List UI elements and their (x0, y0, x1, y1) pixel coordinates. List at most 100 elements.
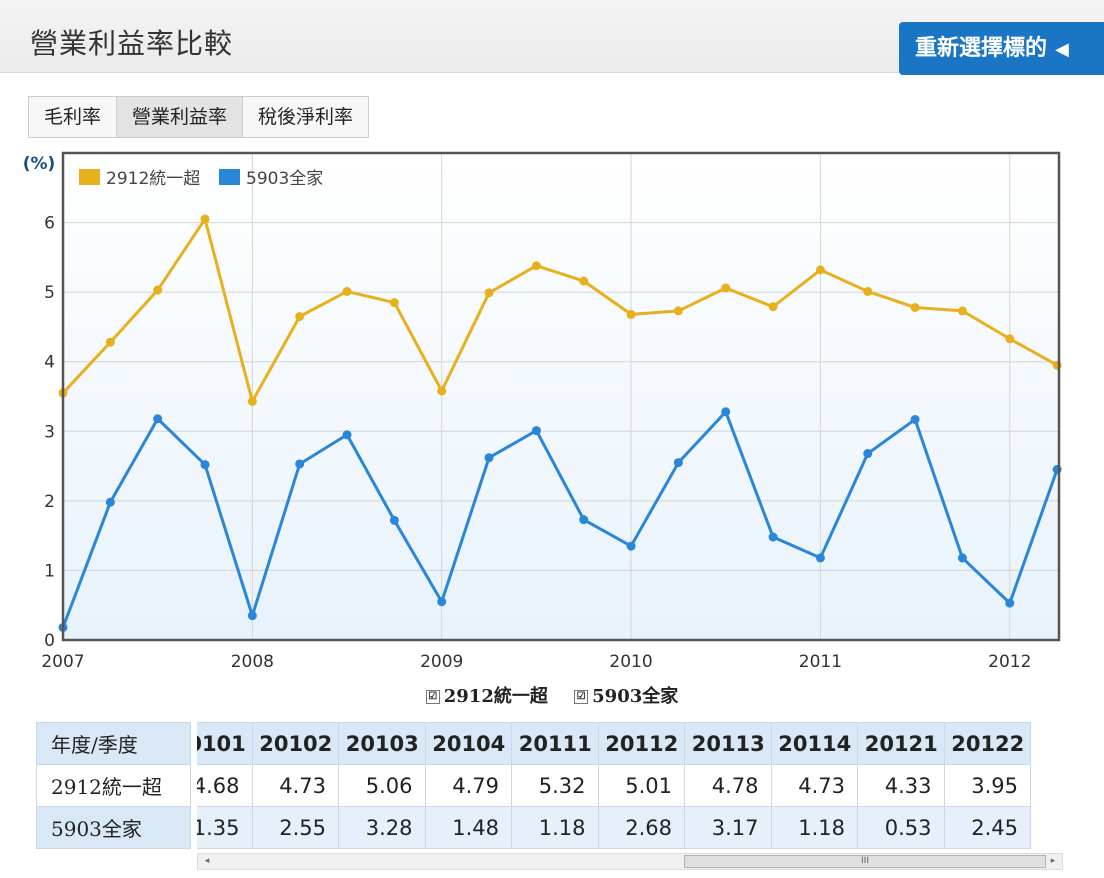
table-cell: 20112 (597, 722, 685, 765)
data-point[interactable] (531, 426, 541, 436)
toggle-series-2912[interactable]: ☑ 2912統一超 (425, 682, 548, 708)
data-point[interactable] (1052, 465, 1062, 475)
scrollbar-thumb[interactable]: III (684, 855, 1046, 868)
data-point[interactable] (721, 407, 731, 417)
data-point[interactable] (579, 276, 589, 286)
data-point[interactable] (863, 286, 873, 296)
data-point[interactable] (626, 309, 636, 319)
data-point[interactable] (200, 460, 210, 470)
table-row: 4.68 4.73 5.06 4.79 5.32 5.01 4.78 4.73 4.33 3.95 (197, 764, 1031, 807)
data-point[interactable] (342, 286, 352, 296)
table-row-headers: 年度/季度 2912統一超 5903全家 (36, 722, 191, 849)
plot-frame (61, 151, 1061, 642)
table-cell: 20103 (338, 722, 426, 765)
toggle-label: 2912統一超 (443, 686, 548, 707)
data-point[interactable] (531, 261, 541, 271)
series-line (61, 410, 1059, 629)
horizontal-scrollbar[interactable]: ◂ III ▸ (197, 853, 1063, 870)
x-tick-label: 2009 (420, 652, 463, 672)
table-cell: 2.55 (251, 806, 339, 849)
data-point[interactable] (200, 214, 210, 224)
reselect-button[interactable]: 重新選擇標的 ◀ (899, 22, 1104, 75)
x-tick-label: 2008 (231, 652, 274, 672)
data-point[interactable] (389, 298, 399, 308)
data-point[interactable] (105, 497, 115, 507)
data-point[interactable] (389, 515, 399, 525)
data-point[interactable] (910, 414, 920, 424)
toggle-label: 5903全家 (592, 686, 679, 707)
toggle-series-5903[interactable]: ☑ 5903全家 (574, 682, 678, 708)
reselect-label: 重新選擇標的 (915, 35, 1048, 61)
checkbox-icon[interactable]: ☑ (425, 690, 440, 704)
x-tick-label: 2007 (41, 652, 84, 672)
x-tick-label: 2011 (799, 652, 842, 672)
table-cell: 3.17 (684, 806, 772, 849)
tab-net-margin[interactable]: 稅後淨利率 (243, 97, 369, 137)
data-point[interactable] (579, 515, 589, 525)
data-point[interactable] (673, 458, 683, 468)
data-point[interactable] (673, 306, 683, 316)
data-point[interactable] (437, 386, 447, 396)
y-tick-label: 5 (44, 283, 55, 303)
data-point[interactable] (342, 430, 352, 440)
data-point[interactable] (105, 337, 115, 347)
table-cell: 1.18 (511, 806, 599, 849)
table-cell: 3.28 (338, 806, 426, 849)
metric-tabs: 毛利率 營業利益率 稅後淨利率 (28, 96, 370, 138)
data-point[interactable] (1005, 334, 1015, 344)
table-cell: 20121 (857, 722, 945, 765)
data-point[interactable] (721, 283, 731, 293)
tab-gross-margin[interactable]: 毛利率 (29, 97, 118, 137)
data-point[interactable] (153, 285, 163, 295)
data-point[interactable] (484, 453, 494, 463)
data-point[interactable] (1052, 360, 1062, 370)
page-title: 營業利益率比較 (30, 27, 234, 60)
data-point[interactable] (247, 611, 257, 621)
table-cell: 20101 (197, 722, 253, 765)
data-point[interactable] (815, 553, 825, 563)
x-tick-label: 2010 (609, 652, 652, 672)
data-point[interactable] (437, 597, 447, 607)
scroll-left-icon[interactable]: ◂ (204, 856, 210, 866)
data-point[interactable] (626, 541, 636, 551)
table-cell: 5.01 (597, 764, 685, 807)
data-point[interactable] (957, 553, 967, 563)
data-point[interactable] (768, 532, 778, 542)
table-row: 1.35 2.55 3.28 1.48 1.18 2.68 3.17 1.18 0.53 2.45 (197, 806, 1031, 849)
triangle-left-icon: ◀ (1055, 39, 1069, 60)
x-tick-label: 2012 (988, 652, 1031, 672)
data-point[interactable] (1005, 598, 1015, 608)
data-point[interactable] (153, 414, 163, 424)
row-label-5903: 5903全家 (36, 806, 191, 849)
checkbox-icon[interactable]: ☑ (574, 690, 589, 704)
data-point[interactable] (768, 302, 778, 312)
data-point[interactable] (484, 288, 494, 298)
data-point[interactable] (910, 302, 920, 312)
y-axis-label: (%) (23, 154, 56, 174)
legend-swatch (219, 169, 240, 185)
table-cell: 1.35 (197, 806, 253, 849)
table-cell: 3.95 (943, 764, 1031, 807)
tab-operating-margin[interactable]: 營業利益率 (117, 97, 244, 137)
plot-area (63, 153, 1059, 640)
row-label-2912: 2912統一超 (36, 764, 191, 807)
data-table-viewport: 2010120102201032010420111201122011320114… (197, 722, 1063, 853)
legend-swatch (79, 169, 100, 185)
table-cell: 2.45 (943, 806, 1031, 849)
scroll-right-icon[interactable]: ▸ (1050, 856, 1056, 866)
data-point[interactable] (295, 311, 305, 321)
series-toggle-legend: ☑ 2912統一超 ☑ 5903全家 (0, 682, 1104, 708)
table-cell: 5.32 (511, 764, 599, 807)
table-cell: 20114 (770, 722, 858, 765)
data-point[interactable] (957, 306, 967, 316)
y-tick-label: 3 (44, 422, 55, 442)
data-point[interactable] (295, 459, 305, 469)
table-cell: 5.06 (338, 764, 426, 807)
table-cell: 1.48 (424, 806, 512, 849)
table-cell: 4.73 (770, 764, 858, 807)
data-point[interactable] (247, 396, 257, 406)
data-point[interactable] (815, 265, 825, 275)
table-cell: 2.68 (597, 806, 685, 849)
table-cell: 4.79 (424, 764, 512, 807)
data-point[interactable] (863, 449, 873, 459)
